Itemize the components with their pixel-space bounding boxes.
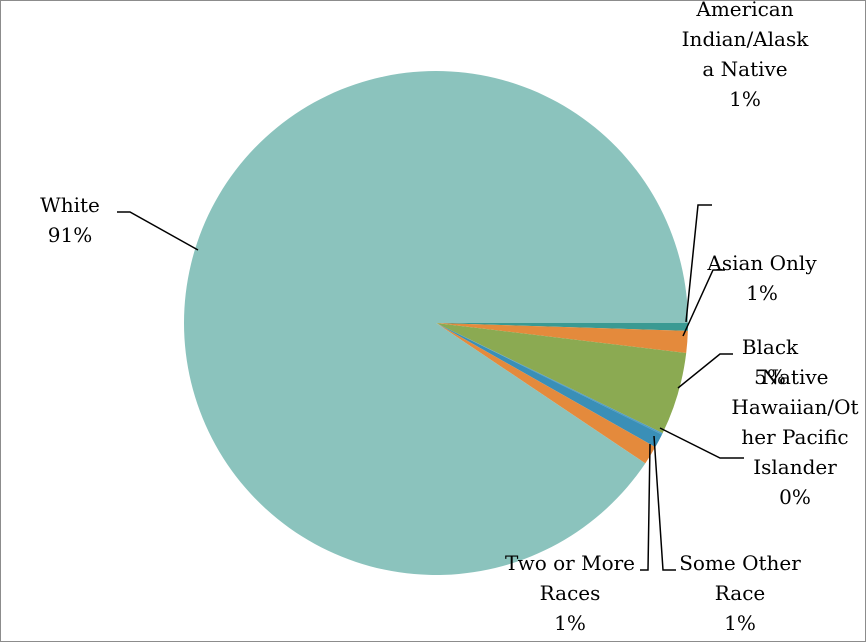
label-name-line: Black bbox=[742, 335, 799, 359]
leader-line-white bbox=[117, 211, 199, 251]
slice-black bbox=[436, 323, 687, 434]
label-name-line: Native bbox=[762, 365, 829, 389]
slice-two-or-more bbox=[436, 323, 656, 464]
label-percent: 1% bbox=[554, 611, 586, 635]
leader-lines bbox=[117, 204, 744, 571]
label-percent: 1% bbox=[746, 281, 778, 305]
data-label-native-hawaiian: Native Hawaiian/Ot her Pacific Islander 0% bbox=[731, 365, 858, 509]
label-name-line: American bbox=[695, 0, 793, 21]
label-name-line: Race bbox=[715, 581, 765, 605]
slice-asian bbox=[436, 323, 688, 354]
label-name-line: Some Other bbox=[679, 551, 801, 575]
label-name-line: her Pacific bbox=[741, 425, 848, 449]
label-percent: 1% bbox=[729, 87, 761, 111]
label-percent: 0% bbox=[779, 485, 811, 509]
label-percent: 1% bbox=[724, 611, 756, 635]
data-label-black: Black 5% bbox=[742, 335, 799, 389]
slice-white bbox=[184, 71, 688, 576]
slice-native-hawaiian bbox=[436, 323, 663, 435]
slice-some-other bbox=[436, 323, 662, 448]
data-label-two-or-more: Two or More Races 1% bbox=[505, 551, 635, 635]
label-name-line: Hawaiian/Ot bbox=[731, 395, 858, 419]
label-name-line: Indian/Alask bbox=[682, 27, 810, 51]
data-label-asian: Asian Only 1% bbox=[706, 251, 817, 305]
data-label-american-indian: American Indian/Alask a Native 1% bbox=[682, 0, 810, 111]
slice-american-indian bbox=[436, 323, 688, 331]
leader-line-black bbox=[677, 353, 733, 389]
pie-slices bbox=[184, 71, 688, 576]
data-label-some-other: Some Other Race 1% bbox=[679, 551, 801, 635]
label-percent: 5% bbox=[754, 365, 786, 389]
label-name-line: Races bbox=[540, 581, 601, 605]
leader-line-asian bbox=[682, 269, 725, 337]
label-name-line: Islander bbox=[753, 455, 837, 479]
leader-line-native-hawaiian bbox=[659, 427, 744, 459]
label-name-line: Asian Only bbox=[706, 251, 817, 275]
leader-line-two-or-more bbox=[640, 443, 651, 571]
data-label-white: White 91% bbox=[40, 193, 100, 247]
slice-labels: American Indian/Alask a Native 1%Asian Only… bbox=[40, 0, 858, 635]
leader-line-some-other bbox=[653, 435, 676, 571]
leader-line-american-indian bbox=[685, 204, 712, 323]
label-name-line: Two or More bbox=[505, 551, 635, 575]
label-percent: 91% bbox=[48, 223, 92, 247]
label-name-line: White bbox=[40, 193, 100, 217]
label-name-line: a Native bbox=[702, 57, 787, 81]
